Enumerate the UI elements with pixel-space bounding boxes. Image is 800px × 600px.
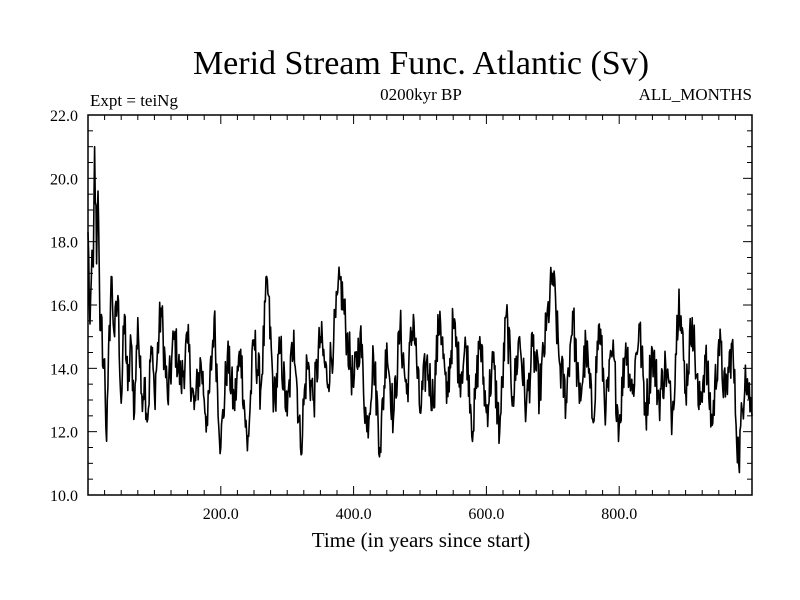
experiment-label: Expt = teiNg [90, 91, 178, 110]
y-tick-label: 18.0 [50, 235, 78, 252]
y-tick-label: 16.0 [50, 298, 78, 315]
plot-frame [87, 114, 753, 496]
period-label: 0200kyr BP [380, 85, 462, 104]
y-tick-label: 20.0 [50, 171, 78, 188]
axis-ticks [88, 115, 752, 495]
x-tick-label: 800.0 [601, 506, 637, 523]
x-axis-label: Time (in years since start) [312, 528, 531, 552]
x-tick-label: 400.0 [336, 506, 372, 523]
y-tick-label: 14.0 [50, 361, 78, 378]
y-tick-label: 22.0 [50, 108, 78, 125]
x-tick-label: 200.0 [203, 506, 239, 523]
axis-tick-labels: 200.0 400.0 600.0 800.0 10.0 12.0 14.0 16.0 18.0… [50, 108, 637, 523]
x-tick-label: 600.0 [468, 506, 504, 523]
y-tick-label: 12.0 [50, 425, 78, 442]
months-label: ALL_MONTHS [639, 85, 752, 104]
chart-title: Merid Stream Func. Atlantic (Sv) [193, 45, 649, 82]
series-group [87, 145, 753, 474]
y-tick-label: 10.0 [50, 488, 78, 505]
series-line [87, 145, 753, 474]
